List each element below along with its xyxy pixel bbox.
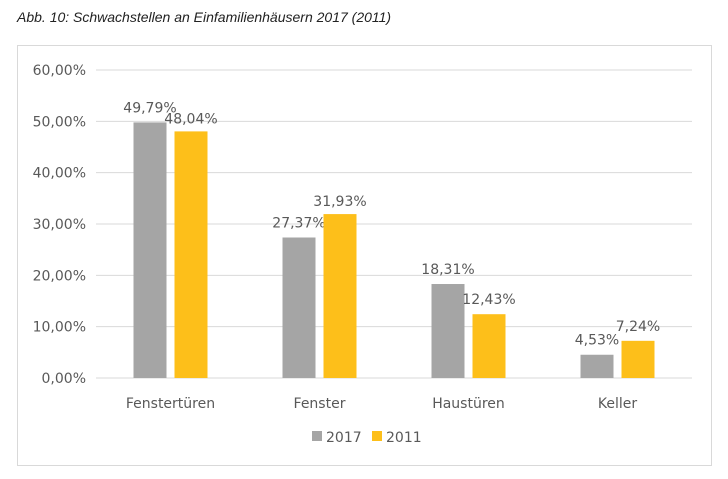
data-label: 31,93% bbox=[313, 194, 366, 210]
chart-title: Abb. 10: Schwachstellen an Einfamilienhä… bbox=[17, 9, 392, 25]
bar-2011 bbox=[621, 340, 655, 378]
legend-swatch-2011 bbox=[372, 431, 382, 441]
data-label: 12,43% bbox=[462, 292, 515, 308]
y-tick-label: 60,00% bbox=[33, 63, 86, 79]
bar-2011 bbox=[174, 131, 208, 378]
bar-2017 bbox=[282, 237, 316, 378]
bar-2017 bbox=[580, 354, 614, 378]
data-label: 7,24% bbox=[616, 319, 660, 335]
data-label: 4,53% bbox=[575, 333, 619, 349]
x-tick-label: Fenster bbox=[294, 396, 346, 412]
data-label: 18,31% bbox=[421, 262, 474, 278]
data-label: 27,37% bbox=[272, 216, 325, 232]
y-tick-label: 50,00% bbox=[33, 114, 86, 130]
bar-2017 bbox=[133, 122, 167, 378]
data-label: 48,04% bbox=[164, 111, 217, 127]
x-tick-label: Fenstertüren bbox=[126, 396, 215, 412]
y-tick-label: 30,00% bbox=[33, 217, 86, 233]
legend-label: 2011 bbox=[386, 430, 422, 446]
y-tick-label: 40,00% bbox=[33, 166, 86, 182]
y-tick-label: 20,00% bbox=[33, 268, 86, 284]
x-tick-label: Haustüren bbox=[432, 396, 505, 412]
x-tick-label: Keller bbox=[598, 396, 637, 412]
bar-2011 bbox=[472, 314, 506, 378]
bar-2011 bbox=[323, 214, 357, 378]
legend-swatch-2017 bbox=[312, 431, 322, 441]
bar-2017 bbox=[431, 284, 465, 378]
data-label: 49,79% bbox=[123, 100, 176, 116]
y-tick-label: 0,00% bbox=[42, 371, 86, 387]
legend-label: 2017 bbox=[326, 430, 362, 446]
y-tick-label: 10,00% bbox=[33, 320, 86, 336]
chart-frame bbox=[17, 45, 712, 466]
